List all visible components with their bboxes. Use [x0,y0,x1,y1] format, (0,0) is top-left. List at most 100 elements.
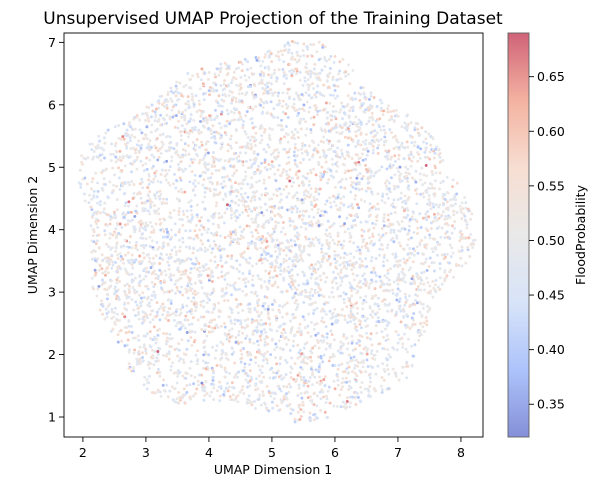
scatter-point [128,121,131,124]
scatter-point [376,316,380,320]
scatter-point [319,356,323,359]
scatter-point [411,323,415,327]
scatter-point [110,307,114,311]
scatter-point [404,171,408,175]
scatter-point [112,210,116,214]
scatter-point [285,162,289,166]
scatter-point [225,291,228,295]
scatter-point [147,143,151,147]
scatter-point [419,321,423,325]
scatter-point [191,215,195,219]
scatter-point [267,175,271,179]
scatter-point [135,204,139,208]
scatter-point [150,230,153,234]
scatter-point [223,366,227,370]
scatter-point [130,298,134,301]
scatter-point [137,139,141,143]
scatter-point [142,343,146,347]
scatter-point [325,335,329,339]
scatter-point [263,343,267,347]
scatter-point [124,142,127,146]
scatter-point [438,262,442,266]
scatter-point [318,91,322,95]
scatter-point [138,226,142,230]
scatter-point [359,391,363,394]
scatter-point [276,123,280,127]
scatter-point [272,206,276,210]
scatter-point [232,375,236,379]
scatter-point [399,172,403,176]
scatter-point [259,318,263,322]
scatter-point [260,161,264,165]
scatter-point [323,45,327,49]
scatter-point [253,198,257,202]
scatter-point [452,209,456,213]
scatter-point [358,399,362,403]
scatter-point [283,267,286,271]
scatter-point [253,144,257,147]
scatter-point [220,215,224,219]
scatter-point [158,262,162,265]
scatter-point [371,366,374,369]
scatter-point [307,88,311,92]
scatter-point [152,285,156,289]
scatter-point [266,287,270,291]
scatter-point [312,67,316,71]
scatter-point [272,230,276,234]
scatter-point [230,346,234,350]
scatter-point [443,236,447,240]
scatter-point [197,128,201,132]
scatter-point [178,217,182,221]
scatter-point [385,363,389,367]
scatter-point [338,263,342,267]
scatter-point [248,340,252,344]
scatter-point [276,154,280,158]
scatter-point [412,253,416,257]
scatter-point [273,172,277,176]
scatter-point [274,264,278,268]
scatter-point [293,333,297,337]
scatter-point [464,206,468,210]
scatter-point [419,147,423,151]
scatter-point [212,134,216,138]
scatter-point [92,155,96,159]
scatter-point [431,219,435,223]
scatter-point [246,374,250,378]
scatter-point [257,364,261,368]
scatter-point [141,186,145,190]
scatter-point [293,109,297,113]
scatter-point [168,389,172,393]
scatter-point [377,296,380,300]
scatter-point [368,242,372,245]
scatter-point [167,264,171,267]
scatter-point [393,211,397,214]
scatter-point [400,371,404,375]
scatter-point [359,326,363,330]
scatter-point [316,84,320,88]
scatter-point [121,135,125,139]
scatter-point [288,274,292,278]
scatter-point [361,86,365,90]
scatter-point [356,122,360,126]
scatter-point [194,392,197,396]
scatter-point [138,345,142,349]
scatter-point [315,404,319,408]
scatter-point [188,245,192,249]
scatter-point [197,373,201,377]
scatter-point [137,317,141,321]
scatter-point [178,130,182,134]
scatter-point [229,265,233,269]
scatter-point [392,230,396,234]
scatter-point [126,211,130,215]
scatter-point [252,341,256,345]
scatter-point [110,266,114,270]
scatter-point [351,272,355,276]
scatter-point [249,186,253,190]
scatter-point [184,376,188,380]
scatter-point [214,266,218,270]
scatter-point [369,91,373,95]
scatter-point [147,178,151,182]
scatter-point [151,109,155,113]
scatter-point [252,171,256,175]
scatter-point [188,229,192,233]
